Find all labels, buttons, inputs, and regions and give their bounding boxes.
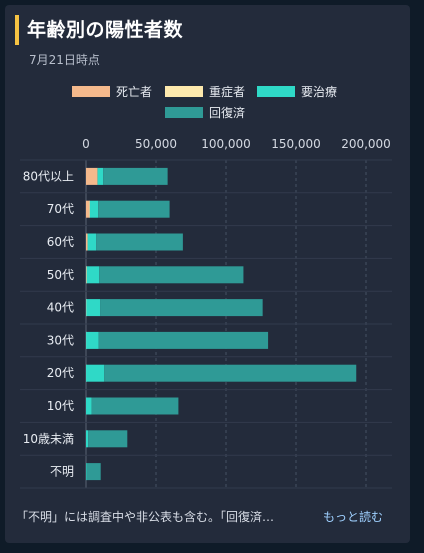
- bar-segment-4[interactable]: [99, 266, 244, 284]
- bar-segment-2[interactable]: [87, 233, 88, 251]
- x-tick-label: 100,000: [201, 137, 251, 151]
- y-category-label: 10歳未満: [23, 432, 74, 446]
- y-category-label: 10代: [47, 399, 74, 413]
- bar-segment-4[interactable]: [98, 200, 170, 218]
- bar-segment-1[interactable]: [86, 233, 88, 251]
- bar-segment-1[interactable]: [86, 167, 98, 185]
- title-accent-bar: [15, 15, 19, 45]
- as-of-date: 7月21日時点: [29, 53, 100, 67]
- x-tick-label: 0: [82, 137, 90, 151]
- y-category-label: 20代: [47, 366, 74, 380]
- bar-segment-3[interactable]: [97, 167, 104, 185]
- bar-segment-1[interactable]: [86, 200, 90, 218]
- legend-swatch-3[interactable]: [257, 86, 295, 97]
- x-tick-label: 150,000: [271, 137, 321, 151]
- y-category-label: 80代以上: [23, 169, 74, 183]
- bar-segment-2[interactable]: [89, 200, 91, 218]
- bar-segment-4[interactable]: [96, 233, 183, 251]
- bar-segment-4[interactable]: [104, 364, 357, 382]
- bar-segment-4[interactable]: [88, 430, 128, 448]
- x-tick-label: 50,000: [135, 137, 177, 151]
- y-category-label: 40代: [47, 301, 74, 315]
- bar-segment-3[interactable]: [86, 463, 87, 481]
- bar-segment-3[interactable]: [86, 266, 100, 284]
- page-title: 年齢別の陽性者数: [27, 19, 184, 41]
- bar-segment-3[interactable]: [87, 233, 97, 251]
- footer-note: 「不明」には調査中や非公表も含む。「回復済…: [16, 510, 275, 524]
- read-more-link[interactable]: もっと読む: [323, 510, 384, 524]
- bar-segment-3[interactable]: [86, 331, 99, 349]
- bar-segment-3[interactable]: [86, 299, 101, 317]
- x-tick-label: 200,000: [341, 137, 391, 151]
- bar-segment-4[interactable]: [91, 397, 179, 415]
- legend-label-1[interactable]: 死亡者: [116, 85, 152, 99]
- legend-swatch-2[interactable]: [165, 86, 203, 97]
- legend-label-3[interactable]: 要治療: [301, 85, 337, 99]
- legend-label-4[interactable]: 回復済: [209, 105, 245, 120]
- legend-swatch-1[interactable]: [72, 86, 110, 97]
- y-category-label: 60代: [47, 235, 74, 249]
- bar-segment-1[interactable]: [86, 266, 87, 284]
- bar-segment-4[interactable]: [103, 167, 168, 185]
- y-category-label: 不明: [50, 465, 74, 479]
- y-category-label: 30代: [47, 333, 74, 347]
- bar-segment-2[interactable]: [97, 167, 98, 185]
- bar-segment-4[interactable]: [86, 463, 101, 481]
- bar-segment-3[interactable]: [89, 200, 99, 218]
- bar-segment-3[interactable]: [86, 397, 92, 415]
- y-category-label: 70代: [47, 202, 74, 216]
- bar-segment-3[interactable]: [86, 430, 89, 448]
- bar-segment-3[interactable]: [86, 364, 105, 382]
- y-category-label: 50代: [47, 268, 74, 282]
- bar-segment-4[interactable]: [98, 331, 269, 349]
- bar-segment-4[interactable]: [100, 299, 263, 317]
- legend-label-2[interactable]: 重症者: [209, 84, 245, 99]
- legend-swatch-4[interactable]: [165, 107, 203, 118]
